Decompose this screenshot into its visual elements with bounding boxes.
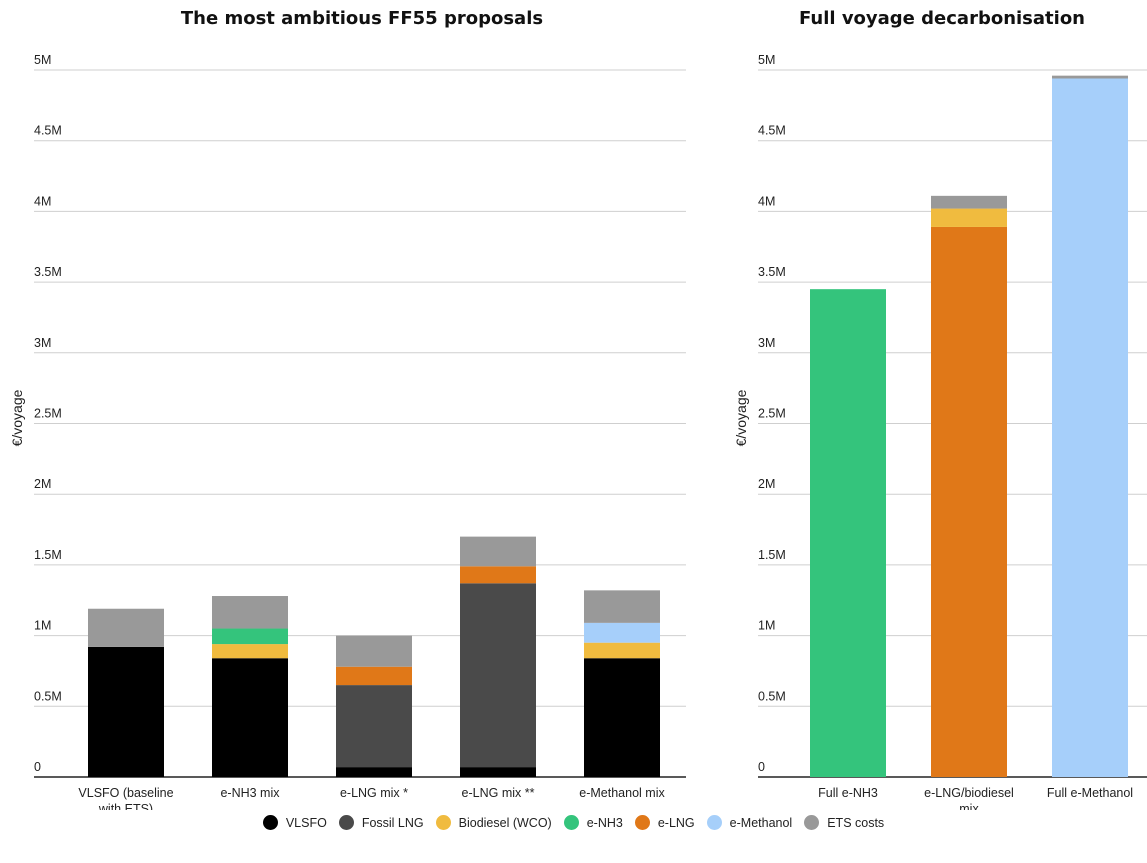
right-chart-title: Full voyage decarbonisation [799,8,1085,29]
right-category-label: Full e-Methanol [1047,786,1133,800]
legend-label: e-Methanol [729,815,793,830]
legend-swatch [706,815,722,830]
right-category-label: Full e-NH3 [818,786,878,800]
left-y-tick-label: 4M [34,194,51,208]
right-bar-segment [1052,78,1128,777]
left-y-axis-label: €/voyage [9,389,25,446]
legend-swatch [804,815,820,830]
right-y-tick-label: 4M [758,194,775,208]
right-y-axis-label: €/voyage [733,389,749,446]
left-category-label: VLSFO (baseline [78,786,173,800]
left-bar-segment [460,566,536,584]
left-category-label: with ETS) [98,802,153,810]
right-bar-segment [810,289,886,777]
right-chart: Full voyage decarbonisation €/voyage 0 0.… [733,8,1147,810]
left-bar-segment [212,658,288,777]
left-y-tick-label: 2.5M [34,407,62,421]
left-bar-segment [584,622,660,643]
legend-item: e-LNG [634,815,695,830]
legend: VLSFO Fossil LNG Biodiesel (WCO) e-NH3 e-LNG… [0,815,1147,830]
left-category-label: e-LNG mix ** [462,786,535,800]
right-bar-segment [931,195,1007,209]
left-bar-segment [212,644,288,659]
left-y-tick-label: 2M [34,477,51,491]
right-y-tick-label: 0 [758,760,765,774]
legend-swatch [262,815,278,830]
legend-label: Biodiesel (WCO) [458,815,552,830]
left-category-label: e-Methanol mix [579,786,665,800]
left-bar-segment [88,646,164,777]
right-category-label: mix [959,802,979,810]
legend-label: ETS costs [827,815,885,830]
right-y-tick-label: 3M [758,336,775,350]
legend-label: Fossil LNG [361,815,424,830]
left-y-tick-label: 4.5M [34,124,62,138]
left-bar-segment [336,767,412,777]
left-bar-segment [584,590,660,623]
right-y-tick-labels: 0 0.5M 1M 1.5M 2M 2.5M 3M 3.5M 4M 4.5M 5M [758,53,786,774]
legend-swatch [435,815,451,830]
left-bar-segment [336,666,412,686]
legend-item: Biodiesel (WCO) [435,815,552,830]
left-category-labels: VLSFO (baseline with ETS) e-NH3 mix e-LNG m… [78,786,665,810]
left-y-tick-label: 1.5M [34,548,62,562]
right-bar-segment [931,226,1007,778]
right-category-labels: Full e-NH3 e-LNG/biodiesel mix Full e-Metha… [818,786,1133,810]
right-y-tick-label: 2M [758,477,775,491]
left-bar-segment [336,685,412,768]
left-chart-title: The most ambitious FF55 proposals [181,8,543,29]
legend-swatch [563,815,579,830]
right-y-tick-label: 1.5M [758,548,786,562]
legend-label: e-LNG [657,815,695,830]
right-y-tick-label: 0.5M [758,689,786,703]
left-chart: The most ambitious FF55 proposals €/voya… [9,8,686,810]
legend-swatch [634,815,650,830]
legend-label: e-NH3 [586,815,623,830]
left-bar-segment [336,635,412,667]
left-bar-segment [460,583,536,768]
left-y-tick-label: 0.5M [34,689,62,703]
left-bar-segment [584,658,660,777]
left-bar-segment [584,642,660,659]
legend-item: VLSFO [262,815,327,830]
legend-label: VLSFO [285,815,327,830]
left-y-tick-labels: 0 0.5M 1M 1.5M 2M 2.5M 3M 3.5M 4M 4.5M 5M [34,53,62,774]
right-category-label: e-LNG/biodiesel [924,786,1014,800]
right-bar-segment [1052,75,1128,79]
right-bars [810,75,1128,778]
chart-canvas: The most ambitious FF55 proposals €/voya… [9,8,1147,810]
left-category-label: e-LNG mix * [340,786,408,800]
right-y-tick-label: 1M [758,619,775,633]
left-bar-segment [460,536,536,567]
left-y-tick-label: 0 [34,760,41,774]
left-y-tick-label: 5M [34,53,51,67]
left-y-tick-label: 1M [34,619,51,633]
right-bar-segment [931,208,1007,227]
left-bar-segment [460,767,536,777]
left-bar-segment [212,596,288,629]
left-bar-segment [88,608,164,647]
left-y-tick-label: 3M [34,336,51,350]
legend-item: ETS costs [804,815,884,830]
legend-swatch [338,815,354,830]
legend-item: e-Methanol [706,815,793,830]
right-y-tick-label: 3.5M [758,265,786,279]
right-y-tick-label: 5M [758,53,775,67]
right-y-tick-label: 4.5M [758,124,786,138]
right-y-tick-label: 2.5M [758,407,786,421]
left-y-tick-label: 3.5M [34,265,62,279]
legend-item: Fossil LNG [338,815,424,830]
legend-item: e-NH3 [563,815,623,830]
left-category-label: e-NH3 mix [220,786,280,800]
left-bar-segment [212,628,288,645]
left-bars [88,536,660,777]
